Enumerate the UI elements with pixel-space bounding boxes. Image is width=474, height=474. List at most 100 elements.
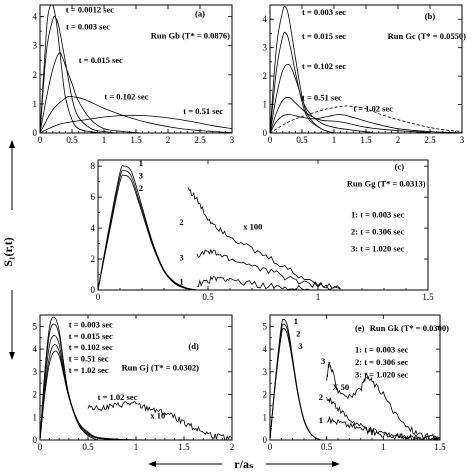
series-line — [87, 400, 232, 440]
x-tick-label: 0 — [38, 442, 43, 452]
curve-annotation: t = 0.51 sec — [302, 92, 342, 102]
series-line — [270, 96, 431, 133]
x-tick-label: 0.5 — [202, 292, 214, 302]
panel-a-series — [40, 5, 232, 133]
series-line — [270, 63, 373, 133]
y-tick-label: 8 — [91, 161, 96, 171]
x-tick-label: 0 — [268, 135, 273, 145]
x-tick-label: 3 — [230, 135, 235, 145]
x-tick-label: 1 — [102, 135, 107, 145]
curve-annotation: 3 — [298, 341, 302, 351]
panel-c: 0 0.5 1 1.5 0 2 4 6 8 (c) Run Gg (T* = 0.0313) 1: t… — [91, 158, 435, 302]
y-tick-label: 2 — [33, 390, 38, 400]
y-tick-label: 2 — [33, 70, 38, 80]
panel-e-frame — [269, 314, 441, 441]
curve-annotation: t = 0.0012 sec — [66, 4, 115, 14]
series-line — [270, 5, 335, 133]
run-label: Run Gg (T* = 0.0313) — [347, 178, 426, 188]
y-tick-label: 1 — [33, 412, 38, 422]
series-line — [98, 169, 198, 290]
curve-annotation: t = 0.51 sec — [183, 106, 223, 116]
panel-c-frame — [97, 159, 429, 291]
xlabel-arrowhead-right — [332, 461, 340, 467]
curve-annotation: 2 — [139, 183, 143, 193]
y-tick-label: 0 — [33, 435, 38, 445]
x-tick-label: 1.5 — [434, 442, 446, 452]
panel-letter: (a) — [195, 9, 205, 19]
x-tick-label: 2.5 — [194, 135, 206, 145]
x-tick-label: 0 — [38, 135, 43, 145]
y-tick-label: 5 — [33, 321, 38, 331]
y-tick-label: 4 — [33, 344, 38, 354]
series-line — [40, 323, 98, 440]
panel-b-frame — [269, 4, 463, 134]
curve-annotation: t = 1.02 sec — [353, 104, 393, 114]
x-tick-label: 0.5 — [66, 135, 78, 145]
curve-annotation: 1 — [179, 277, 183, 287]
y-tick-label: 1 — [33, 99, 38, 109]
y-tick-label: 4 — [263, 344, 268, 354]
y-tick-label: 2 — [263, 71, 268, 81]
panel-letter: (b) — [425, 11, 436, 21]
series-line — [98, 174, 198, 290]
global-ylabel: S₁(r,t) — [1, 237, 15, 266]
curve-annotation: 3 — [139, 171, 143, 181]
series-line — [326, 361, 440, 440]
x-tick-label: 1 — [316, 292, 321, 302]
curve-annotation: x 10 — [150, 410, 165, 420]
run-label: Run Gk (T* = 0.0300) — [370, 323, 449, 333]
x-tick-label: 2 — [230, 442, 235, 452]
panel-c-series — [98, 165, 341, 290]
series-line — [40, 350, 165, 440]
series-line — [40, 96, 232, 133]
y-tick-label: 3 — [263, 43, 268, 53]
curve-annotation: t = 0.015 sec — [69, 331, 113, 341]
x-tick-label: 1.5 — [360, 135, 372, 145]
panel-b-series — [270, 5, 462, 133]
y-tick-label: 0 — [263, 435, 268, 445]
curve-annotation: t = 1.02 sec — [98, 392, 138, 402]
x-tick-label: 1 — [381, 442, 386, 452]
y-tick-label: 6 — [91, 192, 96, 202]
panel-d-series — [40, 316, 232, 440]
x-tick-label: 1 — [134, 442, 139, 452]
x-tick-label: 2 — [396, 135, 401, 145]
x-tick-label: 0 — [268, 442, 273, 452]
series-line — [270, 328, 322, 440]
curve-annotation: t = 0.015 sec — [79, 55, 123, 65]
series-line — [270, 105, 462, 133]
curve-annotation: x 100 — [243, 222, 262, 232]
x-tick-label: 3 — [460, 135, 465, 145]
y-tick-label: 0 — [91, 285, 96, 295]
legend-entry: 2: t = 0.306 sec — [355, 357, 408, 367]
series-line — [326, 415, 440, 440]
series-line — [40, 5, 105, 133]
panel-letter: (c) — [395, 161, 405, 171]
curve-annotation: t = 0.015 sec — [302, 31, 346, 41]
series-line — [196, 275, 318, 290]
x-tick-label: 1.5 — [130, 135, 142, 145]
x-tick-label: 1.5 — [422, 292, 434, 302]
curve-annotation: 1 — [139, 158, 143, 168]
legend-entry: 2: t = 0.306 sec — [351, 226, 404, 236]
curve-annotation: 2 — [319, 392, 323, 402]
series-line — [98, 165, 198, 290]
run-label: Run Gb (T* = 0.0876) — [151, 30, 230, 40]
legend-entry: 1: t = 0.003 sec — [351, 209, 404, 219]
x-tick-label: 0.5 — [321, 442, 333, 452]
panel-letter: (e) — [355, 323, 365, 333]
ylabel-arrowhead-down — [9, 352, 15, 360]
curve-annotation: 2 — [296, 329, 300, 339]
y-tick-label: 3 — [33, 367, 38, 377]
curve-annotation: 3 — [179, 253, 183, 263]
y-tick-label: 3 — [33, 41, 38, 51]
curve-annotation: t = 0.003 sec — [66, 22, 110, 32]
panels: 0 0.5 1 1.5 2 2.5 3 0 1 2 3 4 (a) Run Gb (T* = 0.0876… — [33, 4, 467, 452]
legend-entry: 3: t = 1.020 sec — [355, 370, 408, 380]
y-tick-label: 2 — [91, 254, 96, 264]
y-tick-label: 0 — [33, 128, 38, 138]
x-tick-label: 0 — [96, 292, 101, 302]
y-tick-label: 4 — [263, 14, 268, 24]
x-tick-label: 0.5 — [296, 135, 308, 145]
